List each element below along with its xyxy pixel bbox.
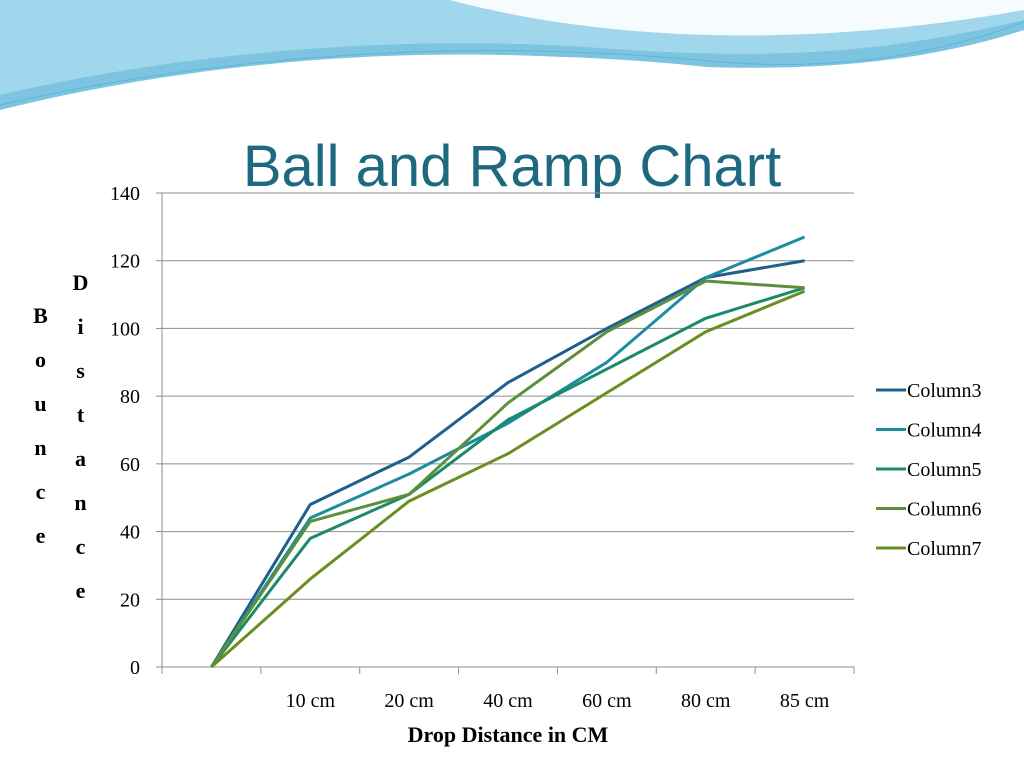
y-tick-label: 60 <box>120 454 140 476</box>
y-tick-label: 0 <box>130 657 140 679</box>
legend-label: Column7 <box>907 538 981 560</box>
header-decoration <box>0 0 1024 117</box>
series-line <box>210 286 806 668</box>
y-tick-label: 140 <box>110 183 140 205</box>
x-tick-label: 20 cm <box>384 690 434 712</box>
x-tick-label: 10 cm <box>286 690 336 712</box>
legend-label: Column4 <box>907 420 981 442</box>
legend-label: Column6 <box>907 499 981 521</box>
legend-label: Column3 <box>907 380 981 402</box>
x-axis-label: Drop Distance in CM <box>408 722 609 747</box>
x-tick-label: 85 cm <box>780 690 830 712</box>
legend-label: Column5 <box>907 459 981 481</box>
series-line <box>210 279 805 668</box>
y-axis-label: Bounce Distance <box>28 270 93 622</box>
series-line <box>210 289 806 669</box>
x-tick-label: 60 cm <box>582 690 632 712</box>
chart-title: Ball and Ramp Chart <box>243 134 781 199</box>
y-tick-label: 20 <box>120 589 140 611</box>
y-tick-label: 40 <box>120 522 140 544</box>
y-tick-label: 80 <box>120 386 140 408</box>
x-tick-label: 40 cm <box>483 690 533 712</box>
y-tick-label: 100 <box>110 318 140 340</box>
y-tick-label: 120 <box>110 251 140 273</box>
series-line <box>210 235 806 668</box>
x-tick-label: 80 cm <box>681 690 731 712</box>
